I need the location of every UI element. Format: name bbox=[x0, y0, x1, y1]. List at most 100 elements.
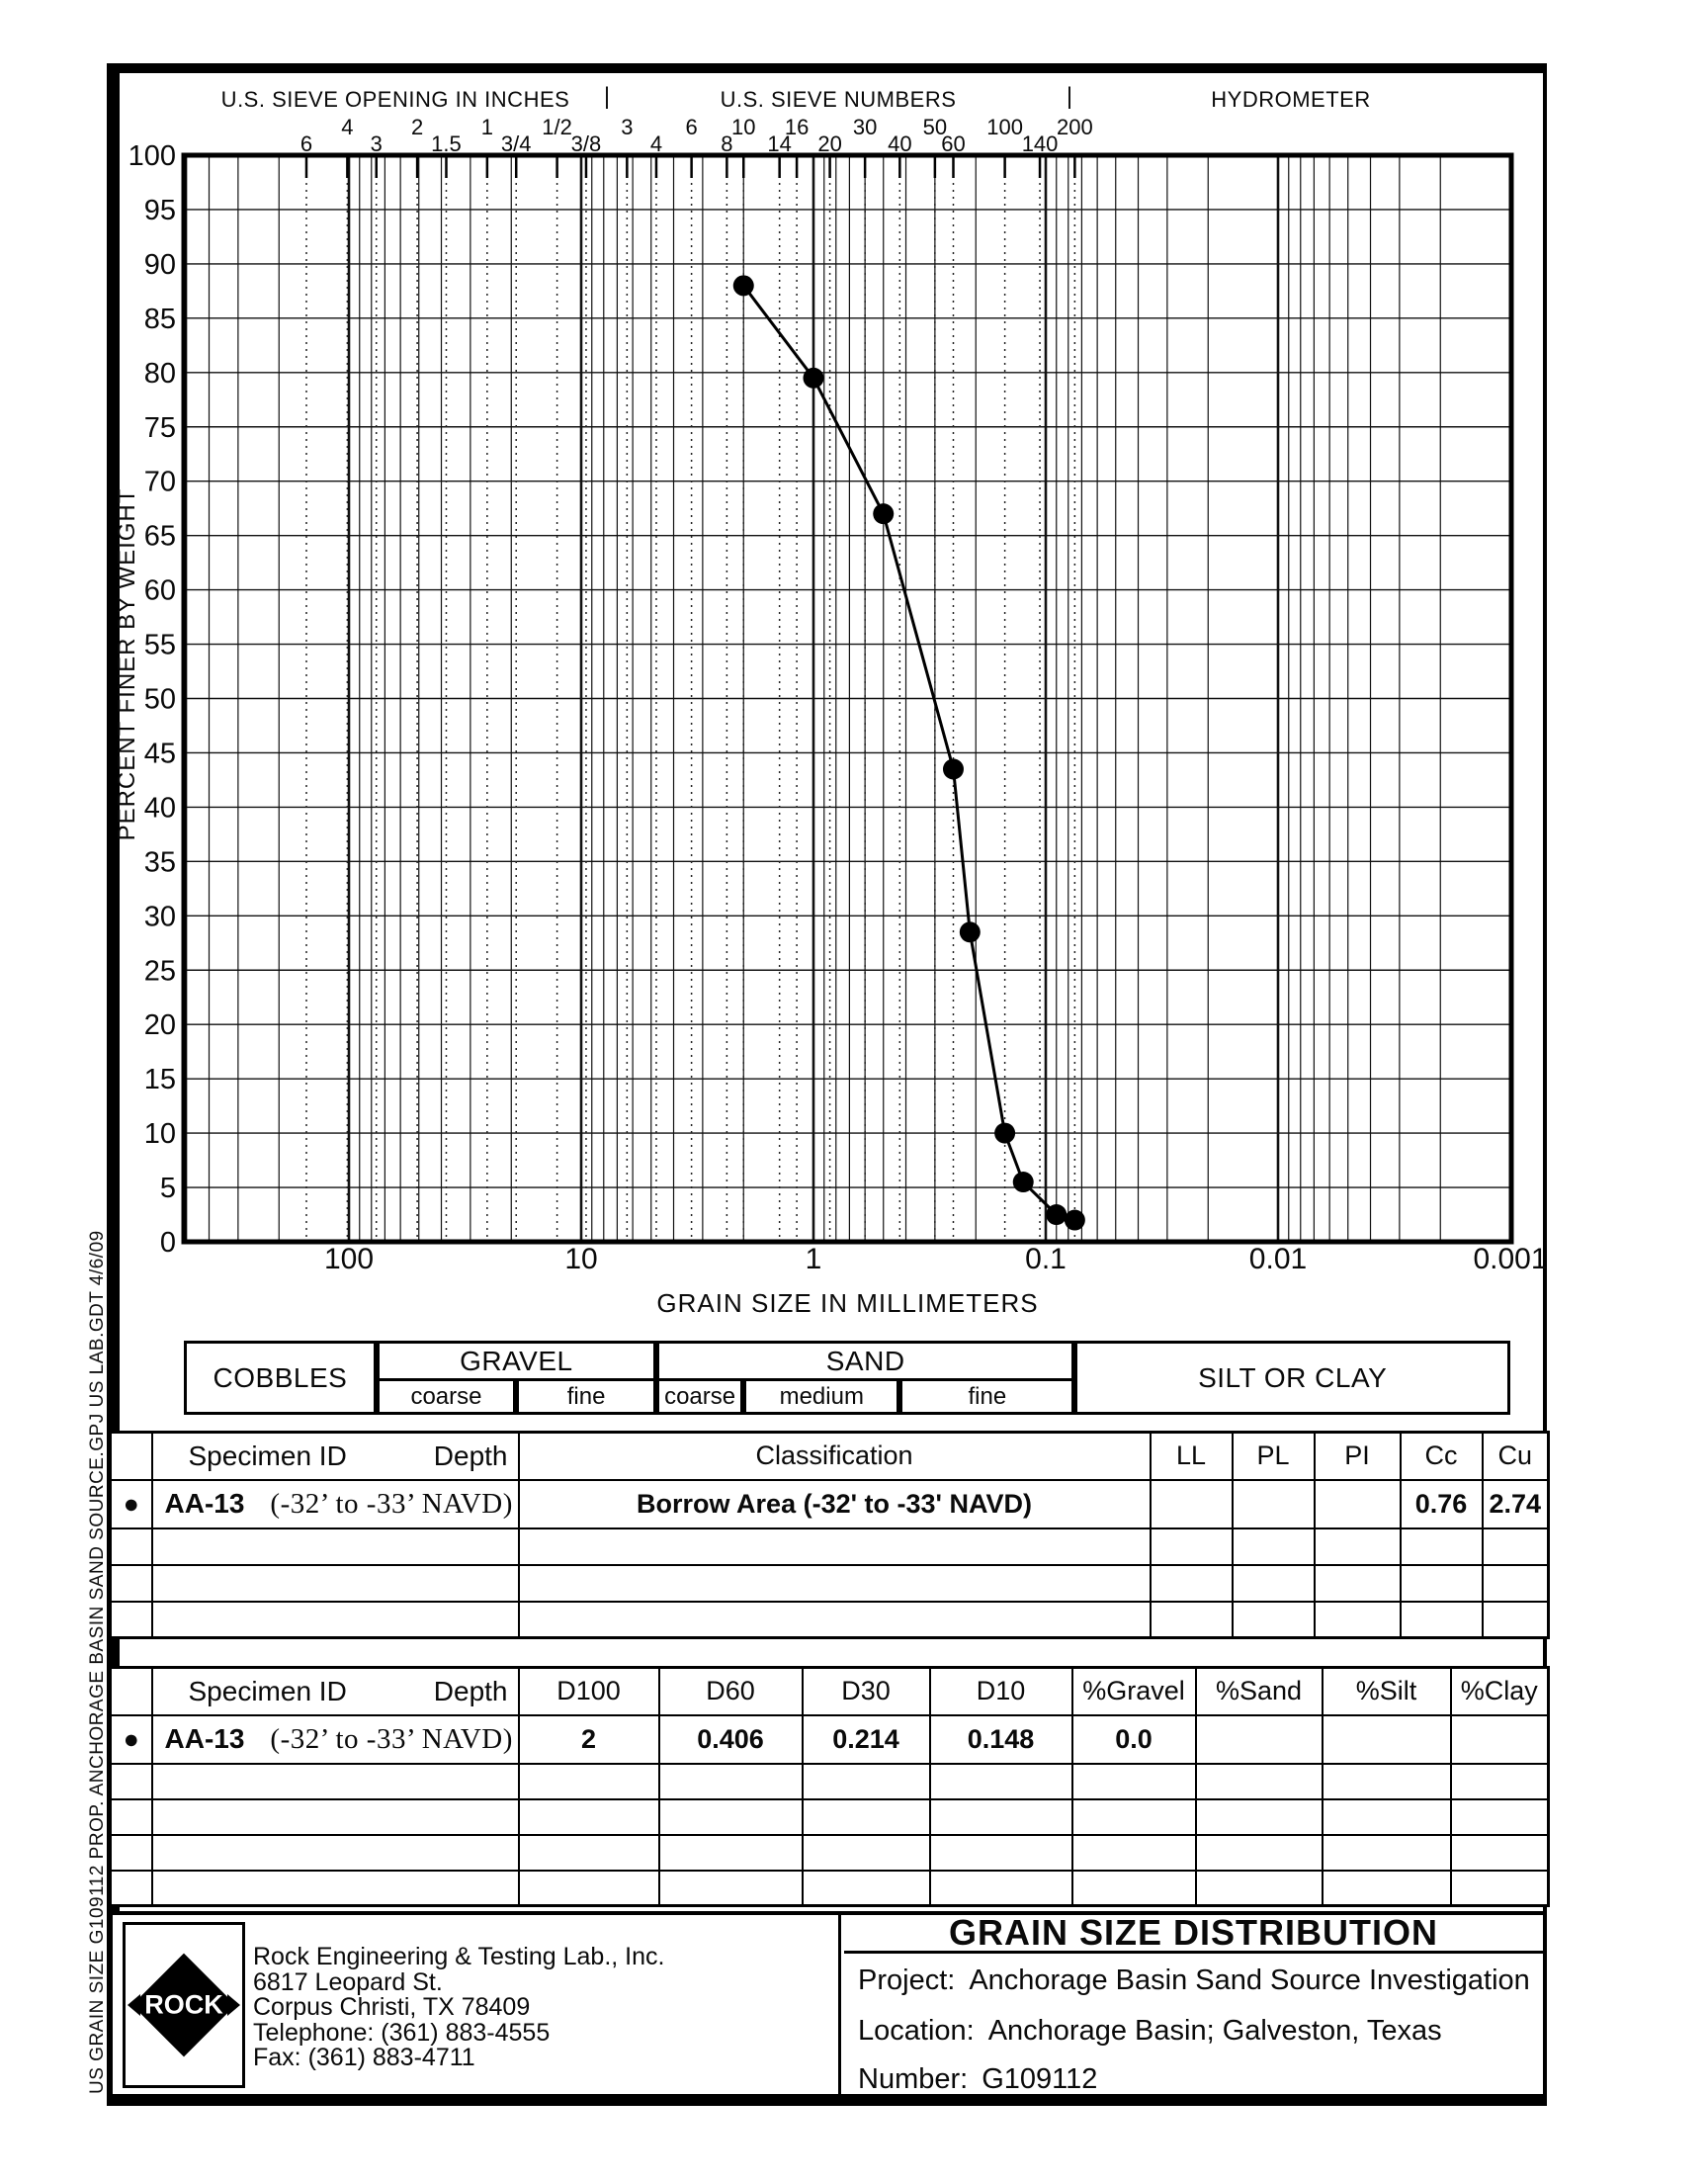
empty-cell bbox=[1481, 1563, 1550, 1603]
classification-header: Classification bbox=[517, 1431, 1152, 1481]
size-band-cobbles: COBBLES bbox=[184, 1341, 377, 1415]
sieve-tick-label: 6 bbox=[299, 131, 313, 156]
sieve-tick-label: 140 bbox=[1021, 131, 1059, 156]
y-axis-tick-label: 40 bbox=[144, 792, 176, 824]
empty-cell bbox=[1070, 1762, 1197, 1800]
number-label: Number: bbox=[858, 2063, 969, 2095]
sieve-tick-label: 4 bbox=[341, 115, 354, 139]
specimen-id-value: AA-13 bbox=[164, 1722, 245, 1754]
empty-cell bbox=[928, 1762, 1073, 1800]
sieve-tick-label: 1.5 bbox=[431, 131, 462, 156]
company-address-line: Corpus Christi, TX 78409 bbox=[253, 1993, 531, 2021]
sieve-tick-label: 1/2 bbox=[542, 115, 572, 139]
size-band-fine: fine bbox=[899, 1378, 1075, 1415]
y-axis-tick-label: 90 bbox=[144, 249, 176, 281]
classification-cell: Borrow Area (-32' to -33' NAVD) bbox=[517, 1478, 1152, 1529]
empty-cell bbox=[1070, 1833, 1197, 1872]
empty-cell bbox=[1231, 1600, 1316, 1639]
y-axis-tick-label: 15 bbox=[144, 1064, 176, 1095]
y-axis-tick-label: 10 bbox=[144, 1118, 176, 1150]
cc-header: Cc bbox=[1399, 1431, 1484, 1481]
y-axis-tick-label: 65 bbox=[144, 521, 176, 553]
y-axis-tick-label: 45 bbox=[144, 738, 176, 769]
row-marker-cell: ● bbox=[109, 1478, 153, 1529]
empty-cell bbox=[1321, 1762, 1452, 1800]
marker-col-header bbox=[109, 1666, 153, 1716]
header-sieve-inches-label: U.S. SIEVE OPENING IN INCHES bbox=[220, 87, 570, 112]
rock-logo-text: ROCK bbox=[144, 1989, 223, 2020]
empty-cell bbox=[1321, 1869, 1452, 1907]
sieve-tick-label: 6 bbox=[685, 115, 698, 139]
x-axis-tick-label: 1 bbox=[806, 1243, 822, 1275]
empty-cell bbox=[109, 1762, 153, 1800]
x-axis-tick-label: 0.1 bbox=[1025, 1243, 1067, 1275]
rock-logo-right-arrow-icon bbox=[227, 1994, 240, 2016]
sieve-tick-label: 100 bbox=[986, 115, 1023, 139]
number-line: Number: G109112 bbox=[858, 2063, 1097, 2096]
empty-cell bbox=[517, 1527, 1152, 1566]
grain-size-distribution-chart: 0510152025303540455055606570758085909510… bbox=[128, 140, 1548, 1318]
company-address-line: 6817 Leopard St. bbox=[253, 1967, 443, 1996]
gravel-cell: 0.0 bbox=[1070, 1713, 1197, 1765]
sieve-tick-label: 50 bbox=[922, 115, 948, 139]
y-axis-tick-label: 0 bbox=[160, 1227, 176, 1259]
gravel-header: %Gravel bbox=[1070, 1666, 1197, 1716]
empty-cell bbox=[1481, 1527, 1550, 1566]
footer-company-cell: ROCK Rock Engineering & Testing Lab., In… bbox=[113, 1915, 841, 2094]
y-axis-tick-label: 70 bbox=[144, 467, 176, 498]
silt-header: %Silt bbox=[1321, 1666, 1452, 1716]
classification-table: Specimen ID Depth Classification LL PL PI Cc Cu… bbox=[109, 1431, 1550, 1639]
silt-cell bbox=[1321, 1713, 1452, 1765]
sieve-tick-label: 16 bbox=[784, 115, 810, 139]
cu-cell: 2.74 bbox=[1481, 1478, 1550, 1529]
sieve-tick-label: 4 bbox=[649, 131, 663, 156]
sieve-tick-label: 3 bbox=[370, 131, 383, 156]
empty-cell bbox=[150, 1869, 520, 1907]
clay-header: %Clay bbox=[1449, 1666, 1550, 1716]
empty-cell bbox=[517, 1762, 660, 1800]
ll-cell bbox=[1149, 1478, 1234, 1529]
depth-header: Depth bbox=[433, 1440, 508, 1471]
empty-cell bbox=[150, 1600, 520, 1639]
empty-cell bbox=[801, 1797, 931, 1836]
empty-cell bbox=[109, 1527, 153, 1566]
cu-header: Cu bbox=[1481, 1431, 1550, 1481]
data-point-marker bbox=[803, 367, 824, 389]
empty-cell bbox=[1313, 1527, 1402, 1566]
empty-cell bbox=[1070, 1797, 1197, 1836]
d10-cell: 0.148 bbox=[928, 1713, 1073, 1765]
sieve-tick-label: 3 bbox=[621, 115, 634, 139]
y-axis-tick-label: 85 bbox=[144, 304, 176, 335]
x-axis-tick-label: 0.001 bbox=[1473, 1243, 1547, 1275]
empty-cell bbox=[109, 1797, 153, 1836]
empty-cell bbox=[1449, 1869, 1550, 1907]
data-point-marker bbox=[1064, 1209, 1085, 1231]
x-axis-tick-label: 100 bbox=[324, 1243, 374, 1275]
data-point-marker bbox=[942, 758, 964, 780]
pl-header: PL bbox=[1231, 1431, 1316, 1481]
depth-header: Depth bbox=[433, 1675, 508, 1706]
y-axis-tick-label: 95 bbox=[144, 195, 176, 226]
gradation-table: Specimen ID Depth D100 D60 D30 D10 %Gravel %San… bbox=[109, 1666, 1550, 1907]
d100-cell: 2 bbox=[517, 1713, 660, 1765]
location-value: Anchorage Basin; Galveston, Texas bbox=[987, 2015, 1442, 2047]
pl-cell bbox=[1231, 1478, 1316, 1529]
size-band-coarse: coarse bbox=[655, 1378, 744, 1415]
empty-cell bbox=[1321, 1797, 1452, 1836]
footer: ROCK Rock Engineering & Testing Lab., In… bbox=[109, 1911, 1547, 2102]
sieve-tick-label: 60 bbox=[941, 131, 966, 156]
cc-cell: 0.76 bbox=[1399, 1478, 1484, 1529]
empty-cell bbox=[1194, 1869, 1324, 1907]
data-point-marker bbox=[732, 275, 754, 297]
empty-cell bbox=[150, 1762, 520, 1800]
size-band-sand: SAND bbox=[655, 1341, 1075, 1381]
y-axis-tick-label: 35 bbox=[144, 846, 176, 878]
empty-cell bbox=[657, 1797, 804, 1836]
y-axis-tick-label: 75 bbox=[144, 412, 176, 444]
header-separator-icon: | bbox=[603, 83, 611, 110]
company-address-line: Fax: (361) 883-4711 bbox=[253, 2044, 475, 2071]
data-point-marker bbox=[994, 1122, 1016, 1144]
empty-cell bbox=[1149, 1527, 1234, 1566]
empty-cell bbox=[150, 1797, 520, 1836]
project-label: Project: bbox=[858, 1965, 956, 1996]
